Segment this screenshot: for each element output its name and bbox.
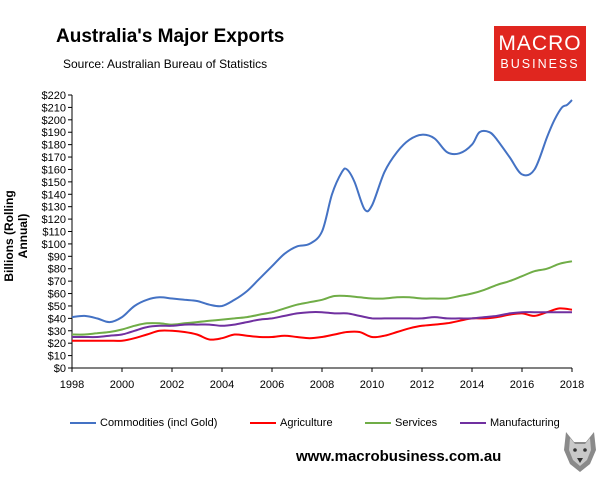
y-tick-label: $30 bbox=[48, 326, 66, 338]
y-tick-label: $100 bbox=[42, 239, 66, 251]
y-tick-label: $130 bbox=[42, 202, 66, 214]
y-tick-label: $190 bbox=[42, 127, 66, 139]
x-tick-label: 2014 bbox=[460, 379, 484, 391]
y-tick-label: $70 bbox=[48, 276, 66, 288]
y-tick-label: $180 bbox=[42, 140, 66, 152]
chart-legend: Commodities (incl Gold) Agriculture Servic… bbox=[70, 417, 570, 433]
x-tick-label: 2006 bbox=[260, 379, 284, 391]
y-tick-label: $0 bbox=[54, 363, 66, 375]
x-tick-label: 2010 bbox=[360, 379, 384, 391]
legend-label: Services bbox=[395, 417, 438, 429]
legend-label: Agriculture bbox=[280, 417, 333, 429]
x-tick-label: 2002 bbox=[160, 379, 184, 391]
legend-item: Agriculture bbox=[250, 417, 333, 429]
y-tick-label: $120 bbox=[42, 214, 66, 226]
x-tick-label: 2012 bbox=[410, 379, 434, 391]
y-tick-label: $80 bbox=[48, 264, 66, 276]
x-tick-label: 1998 bbox=[60, 379, 84, 391]
legend-swatch bbox=[250, 422, 276, 424]
y-tick-label: $90 bbox=[48, 251, 66, 263]
y-tick-label: $210 bbox=[42, 102, 66, 114]
y-tick-label: $110 bbox=[42, 227, 66, 239]
y-tick-label: $60 bbox=[48, 289, 66, 301]
website-url: www.macrobusiness.com.au bbox=[296, 448, 502, 465]
logo-line-macro: MACRO bbox=[498, 32, 582, 55]
series-line-manufacturing bbox=[71, 311, 572, 339]
wolf-logo-icon bbox=[564, 432, 596, 472]
legend-label: Manufacturing bbox=[490, 417, 560, 429]
legend-label: Commodities (incl Gold) bbox=[100, 417, 218, 429]
x-tick-label: 2000 bbox=[110, 379, 134, 391]
y-tick-label: $50 bbox=[48, 301, 66, 313]
y-tick-label: $20 bbox=[48, 338, 66, 350]
chart-source: Source: Australian Bureau of Statistics bbox=[63, 57, 268, 71]
legend-swatch bbox=[365, 422, 391, 424]
legend-item: Manufacturing bbox=[460, 417, 560, 429]
y-tick-label: $160 bbox=[42, 164, 66, 176]
y-tick-label: $10 bbox=[48, 351, 66, 363]
y-tick-label: $150 bbox=[42, 177, 66, 189]
legend-item: Services bbox=[365, 417, 437, 429]
y-tick-label: $170 bbox=[42, 152, 66, 164]
legend-swatch bbox=[70, 422, 96, 424]
series-line-agriculture bbox=[71, 307, 573, 342]
legend-swatch bbox=[460, 422, 486, 424]
series-line-commodities-incl-gold bbox=[71, 99, 573, 324]
y-tick-label: $220 bbox=[42, 90, 66, 102]
legend-item: Commodities (incl Gold) bbox=[70, 417, 217, 429]
macrobusiness-logo: MACRO BUSINESS bbox=[494, 26, 586, 81]
x-tick-label: 2018 bbox=[560, 379, 584, 391]
series-line-services bbox=[71, 260, 573, 336]
x-tick-label: 2004 bbox=[210, 379, 234, 391]
logo-line-business: BUSINESS bbox=[500, 57, 580, 71]
x-tick-label: 2016 bbox=[510, 379, 534, 391]
y-tick-label: $200 bbox=[42, 115, 66, 127]
y-tick-label: $140 bbox=[42, 189, 66, 201]
x-tick-label: 2008 bbox=[310, 379, 334, 391]
chart-title: Australia's Major Exports bbox=[56, 26, 285, 47]
y-tick-label: $40 bbox=[48, 313, 66, 325]
